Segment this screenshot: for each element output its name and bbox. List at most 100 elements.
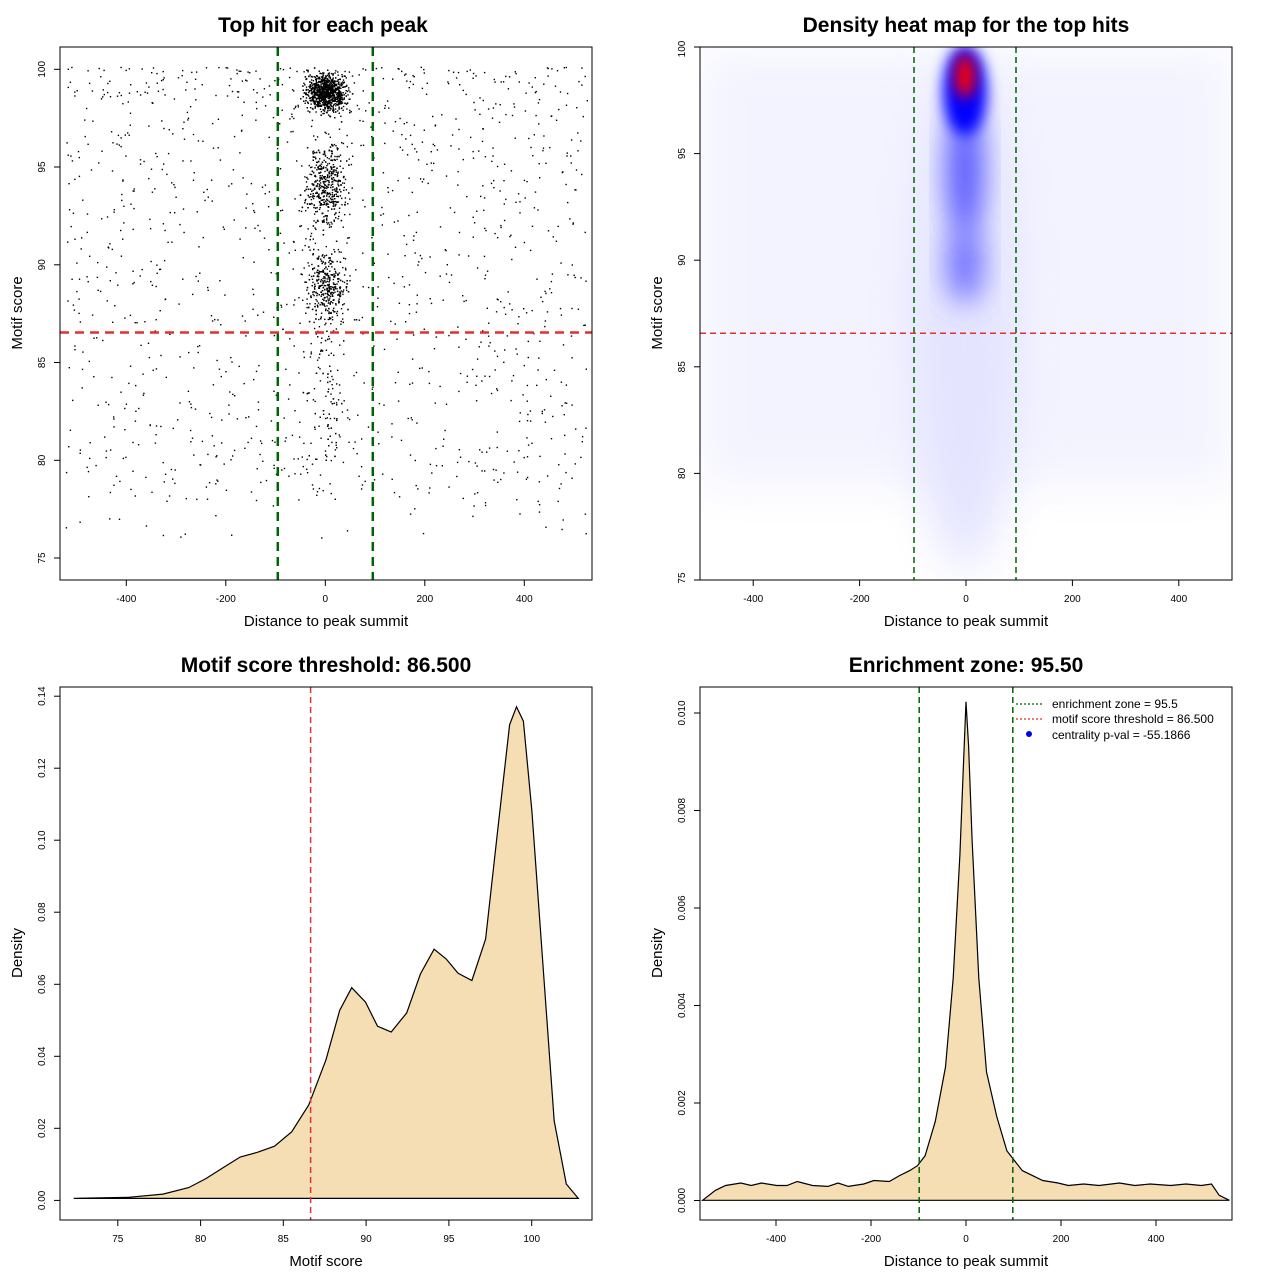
scatter-point (334, 198, 336, 200)
scatter-point (457, 326, 459, 328)
scatter-point (333, 91, 335, 94)
scatter-point (318, 180, 321, 182)
scatter-point (253, 378, 255, 381)
scatter-point (323, 177, 325, 180)
scatter-point (505, 113, 507, 116)
scatter-point (218, 66, 220, 69)
scatter-point (518, 420, 521, 423)
scatter-point (465, 299, 467, 302)
scatter-point (317, 97, 319, 99)
scatter-point (316, 279, 318, 281)
scatter-point (362, 286, 364, 288)
y-tick-label: 75 (37, 552, 48, 564)
scatter-point (342, 304, 344, 306)
scatter-point (331, 99, 333, 101)
scatter-point (330, 108, 332, 110)
scatter-point (473, 222, 476, 224)
scatter-point (109, 96, 112, 98)
scatter-point (318, 101, 321, 104)
scatter-point (430, 162, 432, 164)
scatter-point (331, 97, 334, 99)
scatter-point (425, 93, 428, 95)
scatter-point (320, 86, 322, 88)
scatter-point (341, 96, 343, 98)
scatter-point (322, 72, 324, 74)
scatter-point (317, 257, 320, 259)
scatter-point (316, 92, 318, 95)
scatter-point (294, 198, 296, 200)
scatter-point (88, 360, 90, 363)
scatter-point (500, 81, 502, 83)
scatter-point (307, 101, 309, 103)
scatter-point (120, 391, 122, 393)
scatter-point (319, 95, 321, 97)
scatter-point (318, 80, 320, 83)
scatter-point (324, 103, 327, 106)
scatter-point (337, 181, 339, 183)
scatter-point (312, 99, 315, 102)
scatter-point (539, 340, 541, 342)
scatter-point (484, 504, 487, 507)
scatter-point (324, 97, 326, 100)
scatter-point (323, 191, 326, 193)
scatter-point (104, 436, 106, 438)
scatter-point (238, 91, 240, 93)
scatter-point (293, 108, 295, 110)
scatter-point (125, 155, 127, 157)
scatter-point (335, 187, 338, 189)
scatter-point (329, 146, 332, 148)
scatter-point (331, 201, 333, 203)
scatter-point (335, 432, 337, 435)
scatter-point (316, 90, 319, 93)
scatter-point (252, 308, 254, 310)
scatter-point (311, 190, 313, 192)
scatter-point (320, 81, 322, 84)
scatter-point (332, 195, 334, 198)
scatter-point (338, 107, 340, 109)
scatter-point (163, 163, 165, 165)
scatter-point (225, 371, 227, 373)
scatter-point (111, 170, 114, 172)
scatter-point (67, 154, 69, 156)
scatter-point (305, 100, 307, 102)
scatter-point (326, 176, 328, 179)
scatter-point (309, 74, 311, 76)
scatter-point (299, 194, 302, 196)
scatter-point (319, 80, 321, 83)
scatter-point (349, 213, 351, 216)
scatter-point (319, 206, 321, 209)
scatter-point (142, 373, 144, 375)
scatter-point (329, 276, 331, 279)
scatter-point (401, 149, 404, 151)
scatter-point (79, 521, 81, 523)
scatter-point (458, 231, 461, 234)
scatter-point (343, 303, 345, 305)
scatter-point (296, 70, 298, 73)
scatter-point (326, 195, 328, 197)
scatter-point (319, 172, 321, 174)
scatter-point (195, 71, 198, 73)
y-tick-label: 0.02 (37, 1118, 48, 1138)
scatter-point (409, 513, 412, 515)
scatter-point (539, 177, 541, 179)
scatter-point (327, 184, 330, 186)
scatter-point (76, 290, 78, 293)
scatter-point (491, 160, 493, 163)
scatter-point (109, 243, 111, 245)
scatter-point (113, 416, 115, 418)
scatter-point (298, 436, 301, 438)
scatter-point (317, 269, 319, 271)
scatter-point (341, 402, 343, 405)
scatter-point (324, 288, 326, 291)
scatter-point (415, 311, 418, 313)
distance-density-ylabel: Density (649, 927, 666, 978)
scatter-point (169, 333, 171, 336)
scatter-point (111, 248, 113, 251)
scatter-point (279, 168, 282, 170)
scatter-point (458, 346, 460, 348)
scatter-point (314, 283, 316, 285)
scatter-point (152, 67, 155, 69)
scatter-point (330, 370, 332, 372)
scatter-point (289, 67, 291, 69)
scatter-point (363, 382, 365, 384)
